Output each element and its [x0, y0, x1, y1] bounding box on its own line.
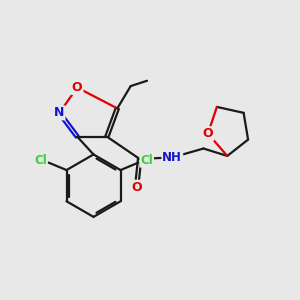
Text: O: O [72, 81, 83, 94]
Text: O: O [202, 127, 213, 140]
Text: N: N [54, 106, 64, 119]
Text: Cl: Cl [140, 154, 153, 167]
Text: Cl: Cl [34, 154, 47, 167]
Text: O: O [131, 181, 142, 194]
Text: NH: NH [162, 151, 182, 164]
